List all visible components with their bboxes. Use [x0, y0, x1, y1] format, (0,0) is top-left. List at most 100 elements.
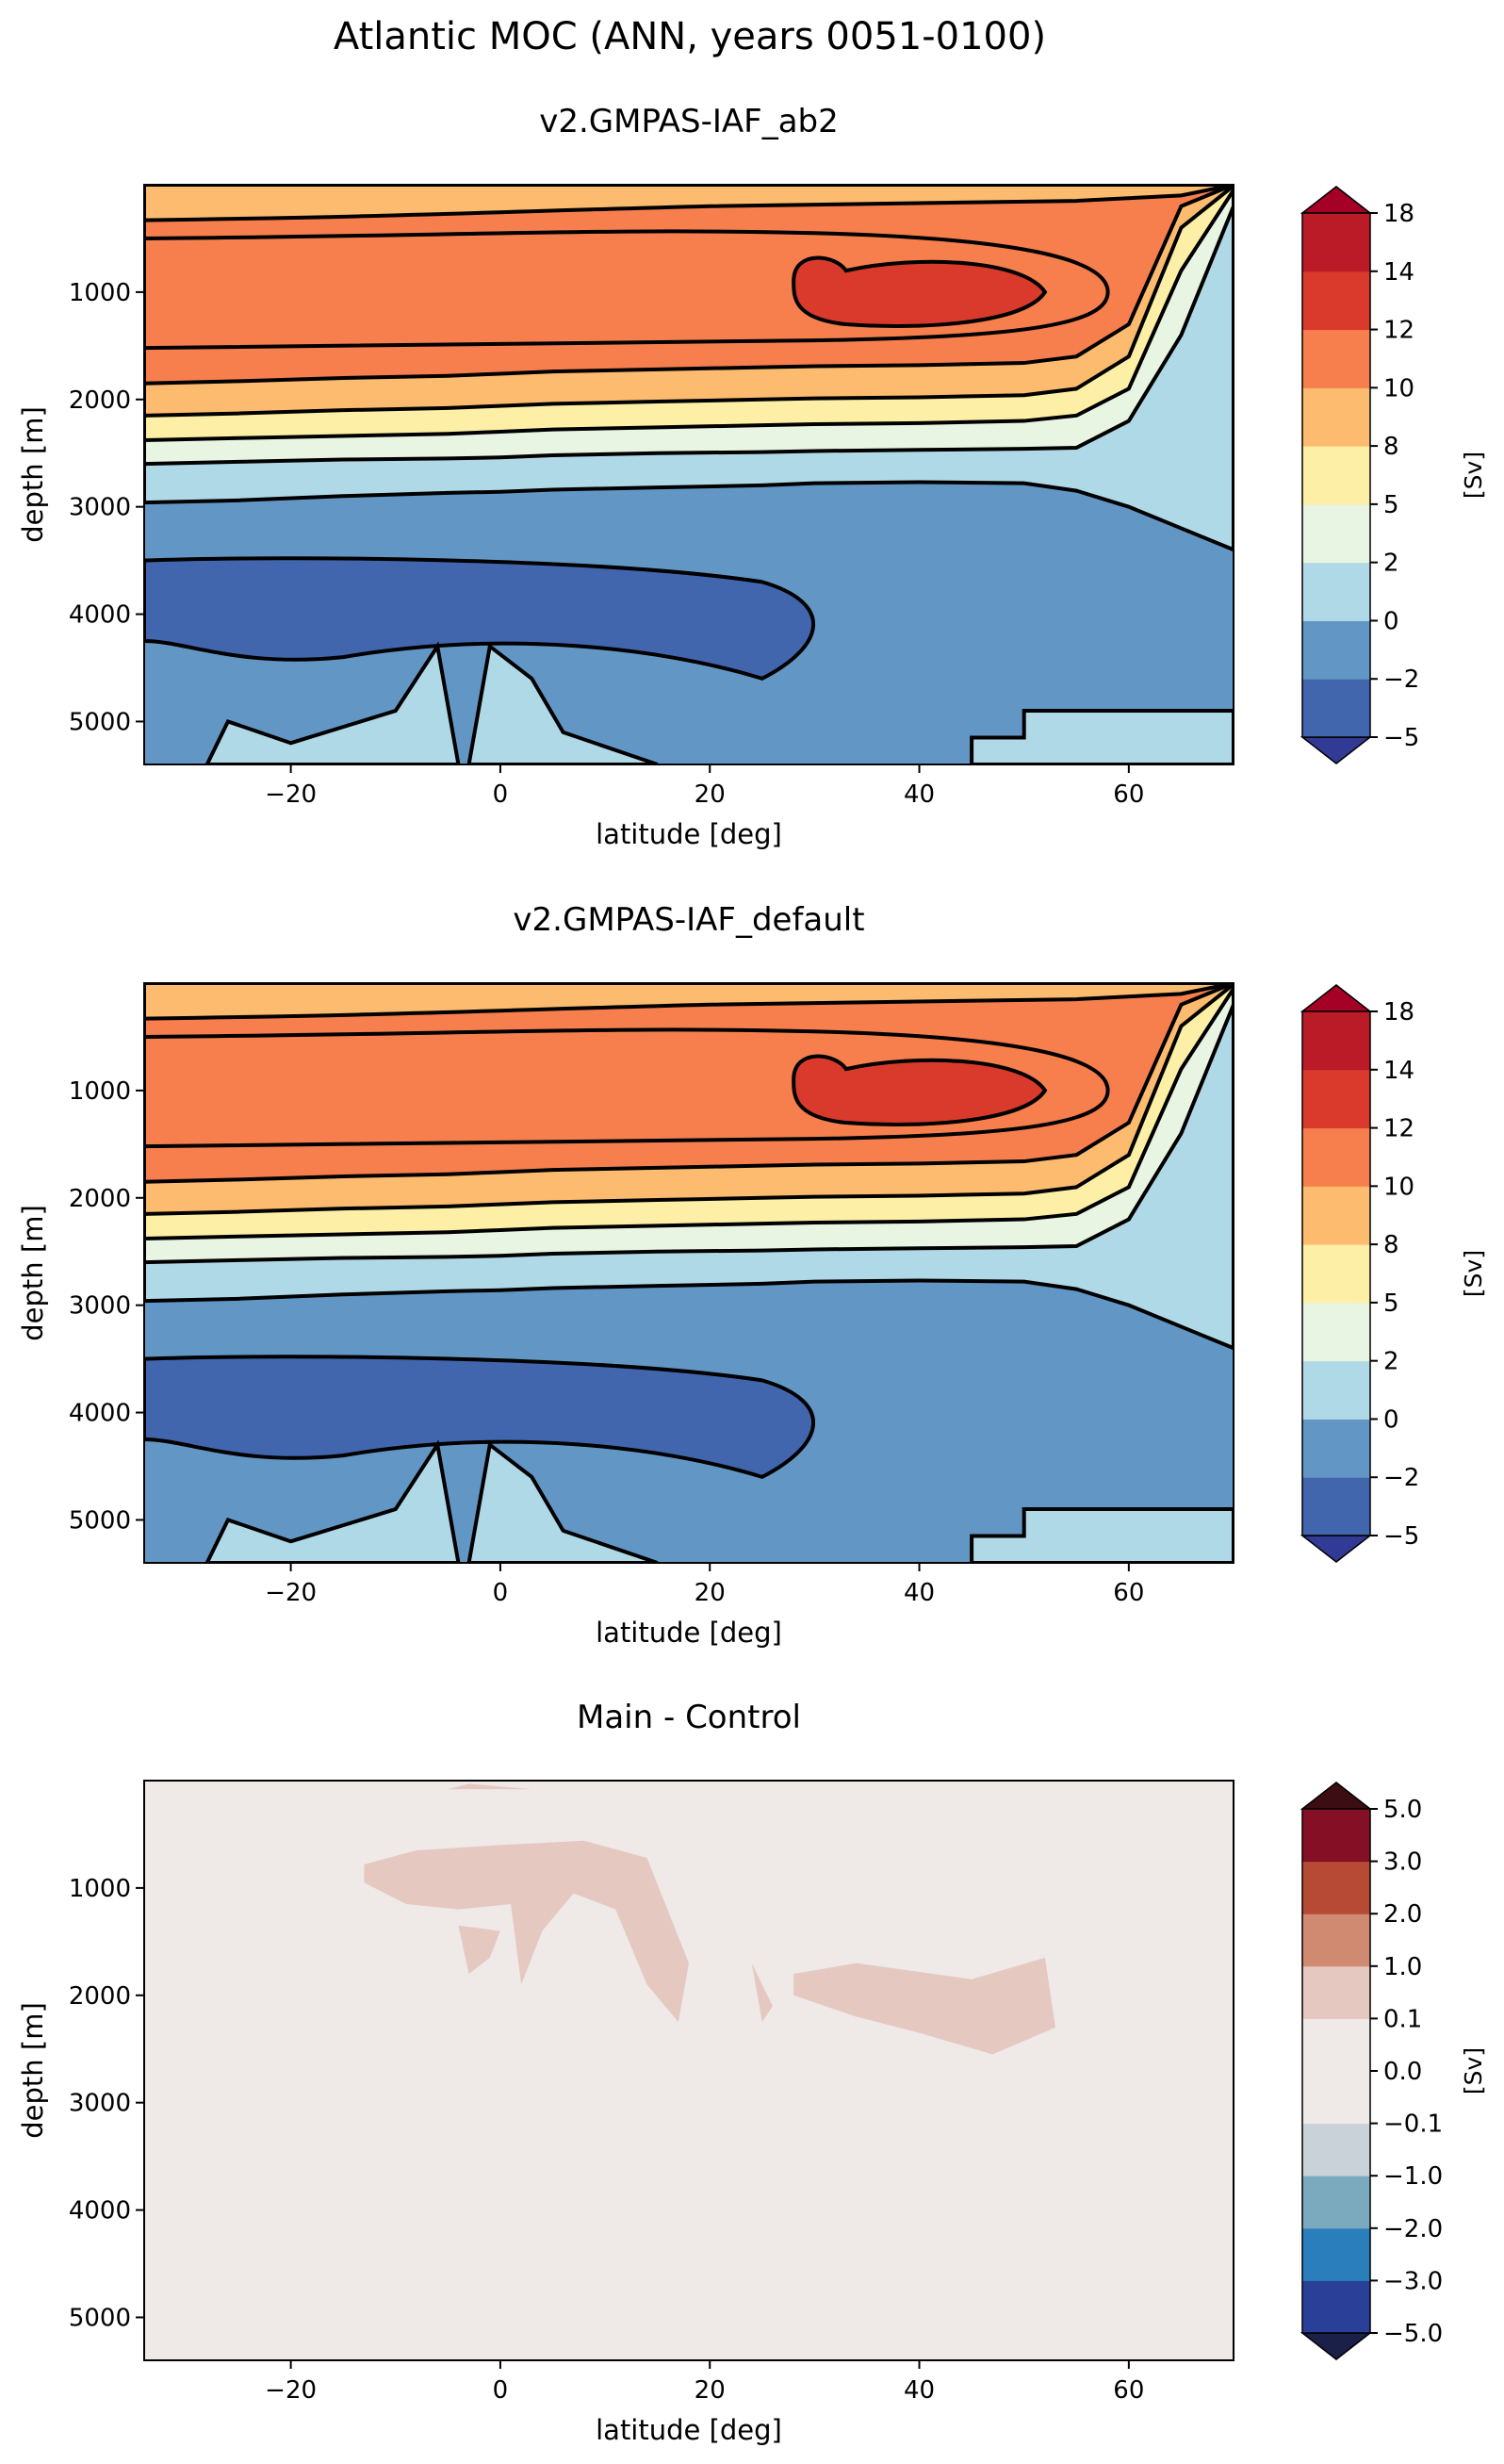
- x-tick-label: −20: [265, 1579, 317, 1607]
- panel-2: v2.GMPAS-IAF_default−20 0 20 40 601000200030…: [17, 901, 1487, 1649]
- x-tick-label: 20: [695, 780, 726, 809]
- colorbar-frame: [1301, 1010, 1371, 1536]
- colorbar-segment: [1302, 1127, 1370, 1187]
- colorbar-extend-min: [1300, 736, 1373, 764]
- colorbar-segment: [1302, 1965, 1370, 2019]
- colorbar-segment: [1302, 2123, 1370, 2177]
- y-tick-label: 3000: [69, 2090, 131, 2118]
- x-tick-label: −20: [265, 780, 317, 809]
- y-tick-label: 2000: [69, 1982, 131, 2011]
- contour-field: [144, 983, 1234, 1563]
- x-axis-label: latitude [deg]: [596, 1617, 782, 1649]
- panel-1: v2.GMPAS-IAF_ab2−20 0 20 40 6010002000300040…: [17, 103, 1487, 850]
- colorbar-tick-label: 12: [1383, 1115, 1414, 1143]
- colorbar-tick-label: −2.0: [1383, 2215, 1443, 2243]
- x-tick-label: 0: [493, 780, 509, 809]
- diff-patch: [448, 1783, 532, 1790]
- colorbar: −5 −2 0 2 5 8 10 12 14 18 [Sv]: [1300, 984, 1487, 1563]
- x-tick-label: 40: [904, 1579, 935, 1607]
- y-tick-label: 2000: [69, 386, 131, 415]
- colorbar-segment: [1302, 271, 1370, 331]
- contour-band-deep-right: [970, 709, 1234, 764]
- colorbar-segment: [1302, 2176, 1370, 2229]
- y-tick-label: 3000: [69, 494, 131, 522]
- contour-field: [144, 1781, 1234, 2360]
- colorbar-extend-max: [1300, 1782, 1373, 1810]
- colorbar-frame: [1301, 212, 1371, 738]
- x-tick-label: 40: [904, 2376, 935, 2405]
- y-tick-label: 5000: [69, 1506, 131, 1535]
- colorbar-tick-label: 8: [1383, 1231, 1399, 1259]
- colorbar-tick-label: −5: [1383, 1522, 1419, 1551]
- x-tick-label: 0: [493, 1579, 509, 1607]
- colorbar-tick-label: 5: [1383, 1289, 1399, 1318]
- colorbar-tick-label: 3.0: [1383, 1848, 1422, 1877]
- x-tick-label: −20: [265, 2376, 317, 2405]
- colorbar-tick-label: 0: [1383, 1405, 1399, 1434]
- colorbar-tick-label: −3.0: [1383, 2267, 1443, 2295]
- colorbar-segment: [1302, 2280, 1370, 2334]
- colorbar-tick-label: 1.0: [1383, 1953, 1422, 1981]
- colorbar-extend-max: [1300, 984, 1373, 1012]
- y-tick-label: 3000: [69, 1292, 131, 1321]
- diff-background: [144, 1781, 1234, 2360]
- colorbar-tick-label: 14: [1383, 1057, 1414, 1085]
- panel-title: v2.GMPAS-IAF_default: [513, 901, 864, 939]
- y-tick-label: 5000: [69, 2304, 131, 2332]
- colorbar-label: [Sv]: [1460, 2047, 1487, 2094]
- colorbar-tick-label: −1.0: [1383, 2162, 1443, 2191]
- colorbar-tick-label: 18: [1383, 998, 1414, 1027]
- diff-patch: [751, 1963, 773, 2023]
- colorbar-segment: [1302, 1419, 1370, 1478]
- y-tick-label: 1000: [69, 279, 131, 307]
- contour-band-deep-left: [204, 641, 461, 764]
- colorbar-tick-label: 0: [1383, 607, 1399, 635]
- colorbar-segment: [1302, 2227, 1370, 2281]
- contour-band-deep-right: [970, 1507, 1234, 1563]
- colorbar-segment: [1302, 503, 1370, 564]
- x-axis-label: latitude [deg]: [596, 2414, 782, 2446]
- x-tick-label: 60: [1113, 2376, 1144, 2405]
- contour-band-deep-mid: [466, 643, 659, 764]
- colorbar-tick-label: 14: [1383, 258, 1414, 287]
- y-axis-label: depth [m]: [17, 406, 49, 543]
- contour-band-deep-left: [204, 1439, 461, 1563]
- colorbar-tick-label: 10: [1383, 1173, 1414, 1201]
- colorbar-segment: [1302, 446, 1370, 505]
- colorbar-segment: [1302, 620, 1370, 680]
- colorbar-tick-label: 0.1: [1383, 2005, 1422, 2033]
- colorbar-segment: [1302, 1914, 1370, 1967]
- contour-band-max: [792, 1054, 1048, 1126]
- colorbar-segment: [1302, 1861, 1370, 1914]
- panel-title: v2.GMPAS-IAF_ab2: [539, 103, 839, 140]
- y-tick-label: 4000: [69, 2197, 131, 2226]
- colorbar-segment: [1302, 2018, 1370, 2072]
- colorbar-segment: [1302, 1809, 1370, 1863]
- y-tick-label: 2000: [69, 1185, 131, 1213]
- colorbar-segment: [1302, 1186, 1370, 1245]
- colorbar-tick-label: 0.0: [1383, 2058, 1422, 2086]
- colorbar-segment: [1302, 329, 1370, 388]
- colorbar-segment: [1302, 1302, 1370, 1362]
- colorbar-segment: [1302, 2071, 1370, 2125]
- colorbar-segment: [1302, 679, 1370, 738]
- colorbar: −5 −2 0 2 5 8 10 12 14 18 [Sv]: [1300, 186, 1487, 764]
- colorbar-label: [Sv]: [1460, 1250, 1487, 1297]
- y-tick-label: 1000: [69, 1875, 131, 1903]
- x-axis-label: latitude [deg]: [596, 818, 782, 850]
- colorbar-tick-label: 18: [1383, 200, 1414, 228]
- colorbar-tick-label: −5: [1383, 724, 1419, 752]
- x-tick-label: 40: [904, 780, 935, 809]
- axes-frame: [143, 982, 1234, 1564]
- colorbar-tick-label: 2.0: [1383, 1900, 1422, 1929]
- contour-band-abyssal: [144, 1355, 816, 1480]
- contour-band-deep-mid: [466, 1441, 659, 1563]
- colorbar-tick-label: −5.0: [1383, 2320, 1443, 2348]
- panel-title: Main - Control: [577, 1699, 801, 1736]
- colorbar-segment: [1302, 213, 1370, 272]
- y-tick-label: 4000: [69, 601, 131, 630]
- y-axis-label: depth [m]: [17, 1205, 49, 1341]
- x-tick-label: 20: [695, 2376, 726, 2405]
- diff-patch: [458, 1925, 500, 1974]
